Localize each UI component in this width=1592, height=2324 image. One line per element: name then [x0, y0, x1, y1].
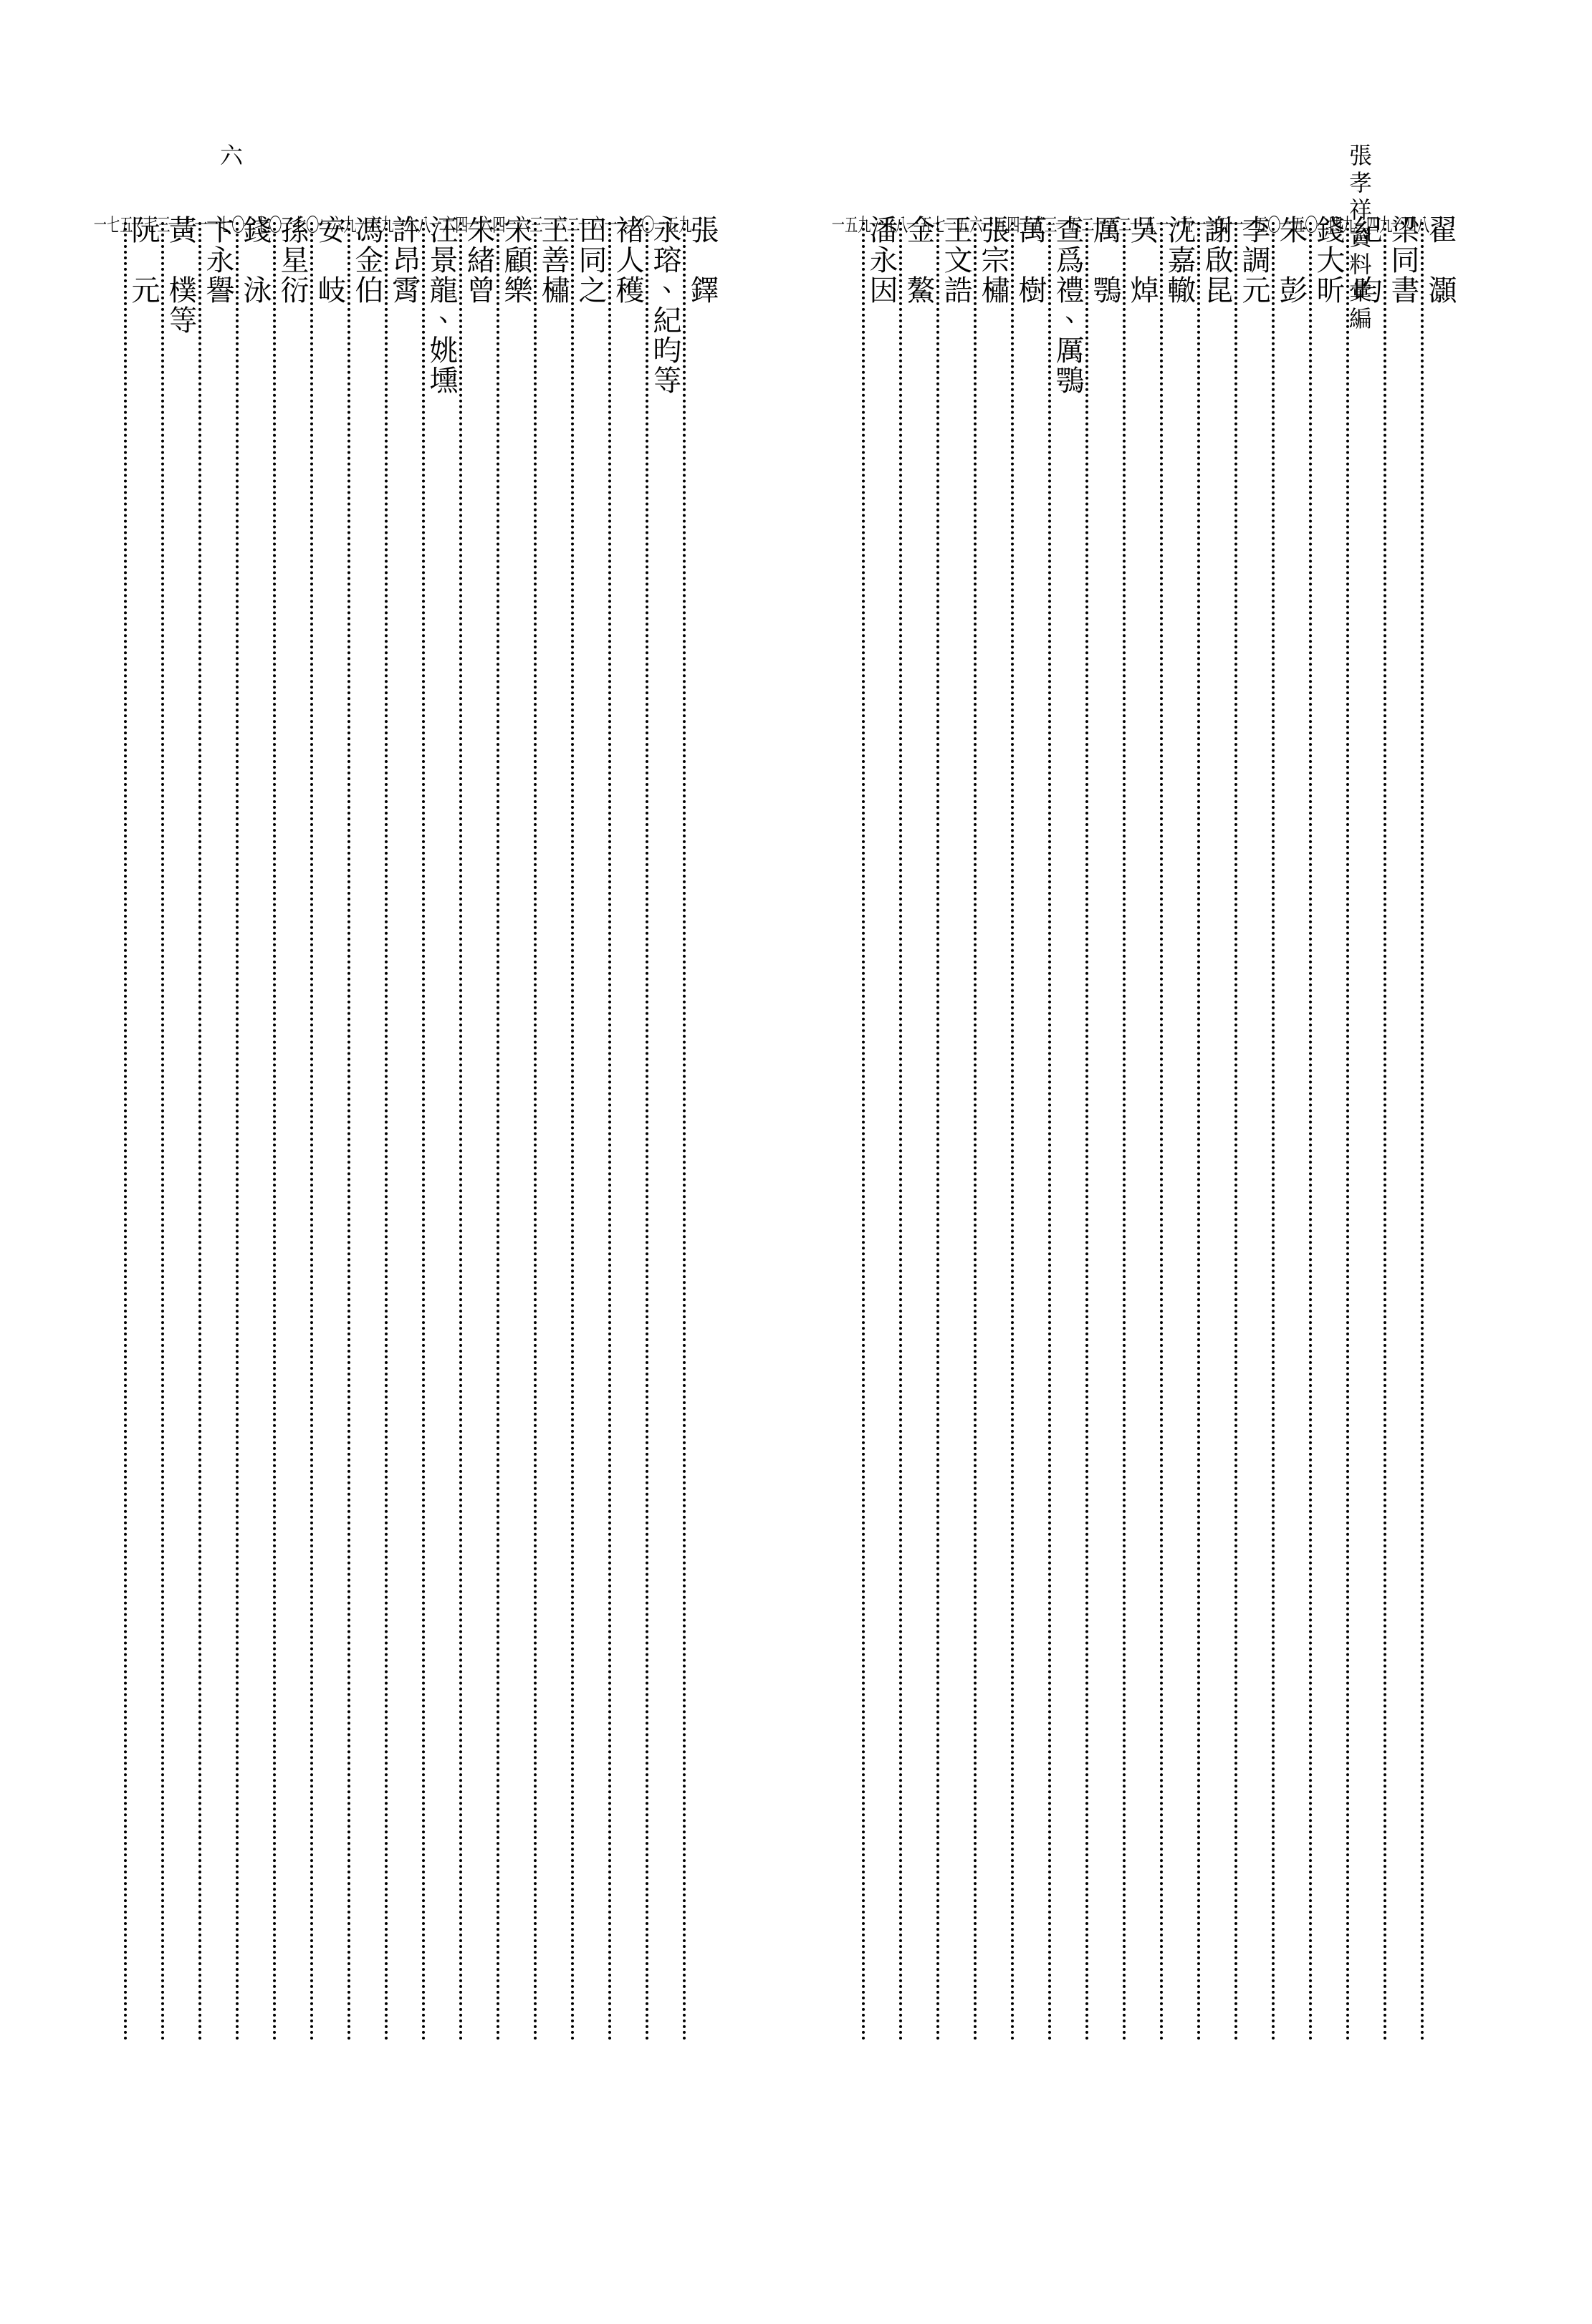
toc-entry: 沈嘉轍一五一: [1165, 215, 1202, 2049]
toc-entry-name: 阮 元: [125, 215, 166, 2049]
toc-entry: 田同之一六二: [576, 215, 613, 2049]
toc-entry: 吳 焯一五二: [1128, 215, 1165, 2049]
toc-entry: 朱 彭一五〇: [1277, 215, 1314, 2049]
toc-entry: 謝啟昆一五一: [1202, 215, 1239, 2049]
toc-entry-name: 錢大昕: [1310, 215, 1351, 2049]
page: 張孝祥資料彙編 六 翟 灝一四八梁同書一四九紀 昀一四九錢大昕一五〇朱 彭一五〇…: [129, 143, 1463, 2181]
toc-entry-name: 褚人穫: [610, 215, 651, 2049]
toc-entry-name: 宋顧樂: [498, 215, 539, 2049]
toc-entry: 褚人穫一六一: [613, 215, 651, 2049]
toc-entry: 潘永因一五九: [867, 215, 904, 2049]
toc-entry: 萬 樹一五四: [1016, 215, 1053, 2049]
toc-entry: 宋顧樂一六四: [502, 215, 539, 2049]
toc-entry-name: 黃 樸等: [163, 215, 203, 2049]
toc-entry-name: 王文誥: [938, 215, 979, 2049]
toc-entry-name: 厲 鶚: [1087, 215, 1128, 2049]
toc-entry-name: 許昂霄: [386, 215, 427, 2049]
toc-entry-name: 田同之: [572, 215, 613, 2049]
toc-entry-name: 張宗橚: [975, 215, 1016, 2049]
toc-entry-name: 錢 泳: [237, 215, 278, 2049]
toc-entry-name: 梁同書: [1385, 215, 1426, 2049]
toc-entry-page: 一七五: [94, 215, 120, 2049]
toc-entry: 張宗橚一五六: [979, 215, 1016, 2049]
toc-entry-name: 紀 昀: [1348, 215, 1389, 2049]
toc-entry-name: 孫星衍: [274, 215, 315, 2049]
page-number: 六: [215, 143, 248, 166]
toc-entry: 王善橚一六三: [539, 215, 576, 2049]
toc-entry-name: 汪景龍、姚壎: [423, 215, 464, 2049]
toc-entry-name: 李調元: [1236, 215, 1277, 2049]
toc-entry: 阮 元一七五: [129, 215, 166, 2049]
toc-entry: 黃 樸等一七三: [166, 215, 203, 2049]
toc-entry: 王文誥一五七: [941, 215, 979, 2049]
toc-entry: 翟 灝一四八: [1426, 215, 1463, 2049]
toc-entry-name: 沈嘉轍: [1161, 215, 1202, 2049]
toc-entry: 金 鰲一五八: [904, 215, 941, 2049]
toc-entry: 汪景龍、姚壎一六八: [427, 215, 464, 2049]
toc-entry: 許昂霄一六九: [390, 215, 427, 2049]
toc-entry: 梁同書一四九: [1389, 215, 1426, 2049]
toc-entry: 朱緒曾一六四: [464, 215, 502, 2049]
toc-entry: 卞永譽一七一: [203, 215, 241, 2049]
toc-entry-name: 卞永譽: [200, 215, 241, 2049]
toc-entry: 厲 鶚一五二: [1090, 215, 1128, 2049]
toc-left-block: 張 鐸一五九永瑢、紀昀等一六〇褚人穫一六一田同之一六二王善橚一六三宋顧樂一六四朱…: [129, 215, 725, 2049]
toc-entry: 查爲禮、厲鶚一五三: [1053, 215, 1090, 2049]
toc-entry: 紀 昀一四九: [1351, 215, 1389, 2049]
toc-entry: 錢大昕一五〇: [1314, 215, 1351, 2049]
toc-entry-name: 朱 彭: [1273, 215, 1314, 2049]
toc-entry-name: 金 鰲: [901, 215, 941, 2049]
toc-entry: 孫星衍一七〇: [278, 215, 315, 2049]
toc-entry-name: 翟 灝: [1422, 215, 1463, 2049]
toc-entry: 永瑢、紀昀等一六〇: [651, 215, 688, 2049]
toc-entry: 錢 泳一七〇: [241, 215, 278, 2049]
toc-entry-name: 萬 樹: [1012, 215, 1053, 2049]
toc-entry-name: 安 岐: [312, 215, 353, 2049]
toc-entry-page: 一五九: [832, 215, 858, 2049]
toc-entry: 安 岐一七〇: [315, 215, 353, 2049]
toc-entry-name: 朱緒曾: [461, 215, 502, 2049]
toc-entry-name: 查爲禮、厲鶚: [1050, 215, 1090, 2049]
toc-entry-name: 潘永因: [863, 215, 904, 2049]
toc-entry-name: 王善橚: [535, 215, 576, 2049]
toc-entry-name: 謝啟昆: [1199, 215, 1239, 2049]
toc-entry: 馮金伯一六九: [353, 215, 390, 2049]
toc-entry-name: 吳 焯: [1124, 215, 1165, 2049]
toc-entry: 李調元一五一: [1239, 215, 1277, 2049]
toc-entry-name: 永瑢、紀昀等: [647, 215, 688, 2049]
toc-entry: 張 鐸一五九: [688, 215, 725, 2049]
toc-right-block: 翟 灝一四八梁同書一四九紀 昀一四九錢大昕一五〇朱 彭一五〇李調元一五一謝啟昆一…: [867, 215, 1463, 2049]
toc-entry-name: 張 鐸: [684, 215, 725, 2049]
toc-entry-name: 馮金伯: [349, 215, 390, 2049]
